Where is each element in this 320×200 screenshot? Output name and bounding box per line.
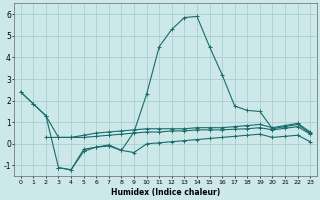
X-axis label: Humidex (Indice chaleur): Humidex (Indice chaleur) [111, 188, 220, 197]
